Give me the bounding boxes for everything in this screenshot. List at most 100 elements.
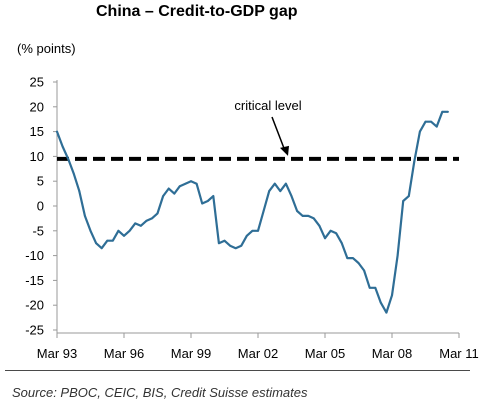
series-point <box>290 195 293 198</box>
series-point <box>419 130 421 133</box>
series-point <box>257 229 259 232</box>
series-point <box>67 158 70 160</box>
y-tick-label: -15 <box>25 273 44 288</box>
source-divider <box>5 370 470 371</box>
series-point <box>206 200 209 202</box>
series-point <box>324 237 326 240</box>
series-point <box>368 286 371 289</box>
series-point <box>111 239 114 242</box>
source-note: Source: PBOC, CEIC, BIS, Credit Suisse e… <box>12 385 308 400</box>
y-tick-label: 20 <box>30 99 44 114</box>
series-point <box>195 182 198 185</box>
series-point <box>279 190 282 193</box>
series-point <box>78 190 81 193</box>
series-line <box>55 110 449 314</box>
series-point <box>128 229 131 232</box>
series-point <box>379 301 382 304</box>
series-point <box>184 182 187 185</box>
y-tick-label: -25 <box>25 323 44 338</box>
series-point <box>307 215 310 217</box>
series-point <box>329 229 332 232</box>
series-point <box>385 311 388 314</box>
series-point <box>167 187 170 190</box>
series-point <box>162 195 165 198</box>
x-tick-label: Mar 11 <box>439 346 479 361</box>
chart-title: China – Credit-to-GDP gap <box>96 3 298 20</box>
series-point <box>430 120 432 123</box>
series-point <box>435 125 438 128</box>
series-point <box>95 242 97 245</box>
series-point <box>212 195 215 198</box>
series-point <box>89 229 92 232</box>
series-point <box>374 286 377 289</box>
series-point <box>56 130 58 133</box>
series-point <box>357 262 360 264</box>
y-tick-label: 15 <box>30 124 44 139</box>
series-point <box>223 239 226 242</box>
series-point <box>139 224 142 227</box>
series-point <box>145 220 148 222</box>
x-tick-label: Mar 05 <box>305 346 345 361</box>
series-point <box>268 190 271 193</box>
series-point <box>218 242 220 245</box>
x-tick-label: Mar 96 <box>104 346 144 361</box>
reference-line-group: critical level <box>57 98 459 161</box>
series-point <box>123 234 125 237</box>
y-tick-label: 5 <box>37 174 44 189</box>
series-point <box>285 182 287 185</box>
series-point <box>352 257 354 259</box>
series-point <box>240 244 243 247</box>
series-point <box>201 202 204 205</box>
series-point <box>134 222 137 225</box>
series-point <box>100 247 103 250</box>
series-point <box>363 269 365 272</box>
x-tick-label: Mar 93 <box>37 346 77 361</box>
series-point <box>190 180 192 183</box>
series-point <box>301 215 304 217</box>
x-tick-label: Mar 08 <box>372 346 412 361</box>
annotation-arrowhead <box>280 145 289 156</box>
y-tick-label: 0 <box>37 199 44 214</box>
series-point <box>173 192 176 195</box>
unit-label: (% points) <box>17 41 76 56</box>
annotation-arrow-shaft <box>271 116 286 152</box>
series-point <box>312 217 315 220</box>
series-point <box>318 224 321 227</box>
x-tick-label: Mar 99 <box>171 346 211 361</box>
y-tick-label: -5 <box>32 223 44 238</box>
series-point <box>229 244 232 247</box>
series-point <box>413 160 416 163</box>
series-point <box>61 145 64 148</box>
critical-level-label: critical level <box>234 98 301 113</box>
series-point <box>106 239 109 242</box>
series-group <box>55 110 449 314</box>
series-point <box>262 210 265 212</box>
x-tick-labels: Mar 93 Mar 96 Mar 99 Mar 02 Mar 05 Mar 08 Mar … <box>37 346 479 361</box>
series-point <box>273 182 276 185</box>
series-point <box>391 294 393 297</box>
y-tick-labels: 25 20 15 10 5 0 -5 -10 -15 -20 -25 <box>25 75 44 338</box>
y-tick-label: 25 <box>30 75 44 90</box>
series-point <box>446 110 449 113</box>
series-point <box>296 210 298 212</box>
series-point <box>407 195 410 198</box>
y-tick-label: -20 <box>25 298 44 313</box>
series-point <box>72 172 75 175</box>
series-point <box>151 217 153 220</box>
series-point <box>441 110 444 113</box>
series-point <box>346 257 349 259</box>
series-point <box>156 212 159 215</box>
series-point <box>234 247 237 250</box>
series-point <box>396 254 399 257</box>
chart-axes <box>53 80 460 338</box>
series-point <box>340 242 343 245</box>
series-point <box>424 120 427 123</box>
y-tick-label: 10 <box>30 149 44 164</box>
x-tick-label: Mar 02 <box>238 346 278 361</box>
series-point <box>402 200 405 202</box>
series-point <box>84 215 86 217</box>
series-point <box>335 232 338 235</box>
series-point <box>245 234 248 237</box>
